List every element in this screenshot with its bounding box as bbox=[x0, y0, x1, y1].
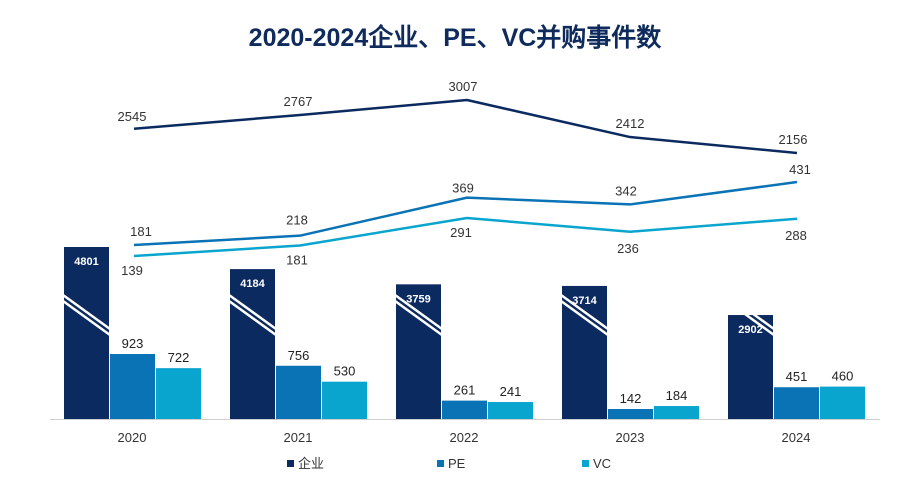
x-tick-label-2020: 2020 bbox=[118, 430, 147, 445]
line-label-VC-2023: 236 bbox=[617, 241, 639, 256]
bar-VC-2022 bbox=[488, 402, 533, 419]
line-label-PE-2021: 218 bbox=[286, 213, 308, 228]
bar-PE-2021 bbox=[276, 365, 321, 419]
axis-break-mark bbox=[228, 299, 277, 337]
bar-企业-2020 bbox=[64, 247, 109, 419]
axis-break-mark bbox=[560, 299, 609, 337]
line-label-PE-2020: 181 bbox=[130, 224, 152, 239]
axis-break-mark bbox=[394, 293, 443, 331]
bar-企业-2024 bbox=[728, 315, 773, 419]
bar-企业-2021 bbox=[230, 269, 275, 419]
bar-label-企业-2021: 4184 bbox=[240, 278, 265, 290]
axis-break-mark bbox=[560, 293, 609, 331]
bar-label-PE-2023: 142 bbox=[620, 391, 642, 406]
bar-label-VC-2023: 184 bbox=[666, 388, 688, 403]
legend-swatch-VC bbox=[582, 460, 589, 467]
axis-break-mark bbox=[62, 293, 111, 331]
line-label-VC-2024: 288 bbox=[785, 228, 807, 243]
bar-label-企业-2024: 2902 bbox=[738, 324, 762, 336]
axis-break-mark bbox=[726, 293, 775, 331]
line-label-企业-2020: 2545 bbox=[118, 109, 147, 124]
line-label-企业-2021: 2767 bbox=[284, 94, 313, 109]
bar-label-企业-2022: 3759 bbox=[406, 293, 430, 305]
bar-label-PE-2020: 923 bbox=[122, 336, 144, 351]
axis-break-mark bbox=[394, 299, 443, 337]
bar-label-PE-2022: 261 bbox=[454, 383, 476, 398]
bar-label-PE-2021: 756 bbox=[288, 348, 310, 363]
x-tick-label-2022: 2022 bbox=[450, 430, 479, 445]
legend-swatch-企业 bbox=[287, 460, 294, 467]
bar-VC-2024 bbox=[820, 386, 865, 419]
legend-label-VC: VC bbox=[593, 456, 611, 471]
line-series-PE bbox=[133, 180, 798, 247]
line-series-企业 bbox=[133, 98, 798, 155]
bar-PE-2024 bbox=[774, 387, 819, 419]
bar-label-PE-2024: 451 bbox=[786, 369, 808, 384]
x-tick-label-2021: 2021 bbox=[284, 430, 313, 445]
bar-label-VC-2024: 460 bbox=[832, 369, 854, 384]
bar-label-VC-2022: 241 bbox=[500, 384, 522, 399]
bar-PE-2020 bbox=[110, 354, 155, 419]
line-label-企业-2024: 2156 bbox=[779, 132, 808, 147]
axis-break-mark bbox=[726, 299, 775, 337]
bar-PE-2023 bbox=[608, 409, 653, 419]
bar-label-企业-2020: 4801 bbox=[74, 256, 98, 268]
bar-VC-2020 bbox=[156, 368, 201, 419]
line-label-PE-2024: 431 bbox=[789, 162, 811, 177]
legend-label-PE: PE bbox=[448, 456, 466, 471]
bar-VC-2021 bbox=[322, 381, 367, 419]
bar-label-VC-2021: 530 bbox=[334, 364, 356, 379]
x-tick-label-2024: 2024 bbox=[782, 430, 811, 445]
x-tick-label-2023: 2023 bbox=[616, 430, 645, 445]
chart-title: 2020-2024企业、PE、VC并购事件数 bbox=[248, 24, 662, 52]
line-label-VC-2021: 181 bbox=[286, 253, 308, 268]
line-label-企业-2023: 2412 bbox=[616, 116, 645, 131]
legend-label-企业: 企业 bbox=[298, 456, 324, 471]
legend-swatch-PE bbox=[437, 460, 444, 467]
line-label-VC-2020: 139 bbox=[121, 263, 143, 278]
line-label-PE-2022: 369 bbox=[452, 181, 474, 196]
line-label-企业-2022: 3007 bbox=[449, 79, 478, 94]
axis-break-mark bbox=[62, 299, 111, 337]
bar-label-VC-2020: 722 bbox=[168, 350, 190, 365]
bar-PE-2022 bbox=[442, 400, 487, 419]
line-label-PE-2023: 342 bbox=[615, 183, 637, 198]
line-label-VC-2022: 291 bbox=[450, 225, 472, 240]
bar-VC-2023 bbox=[654, 406, 699, 419]
bar-label-企业-2023: 3714 bbox=[572, 295, 597, 307]
axis-break-mark bbox=[228, 293, 277, 331]
line-series-VC bbox=[133, 216, 798, 258]
